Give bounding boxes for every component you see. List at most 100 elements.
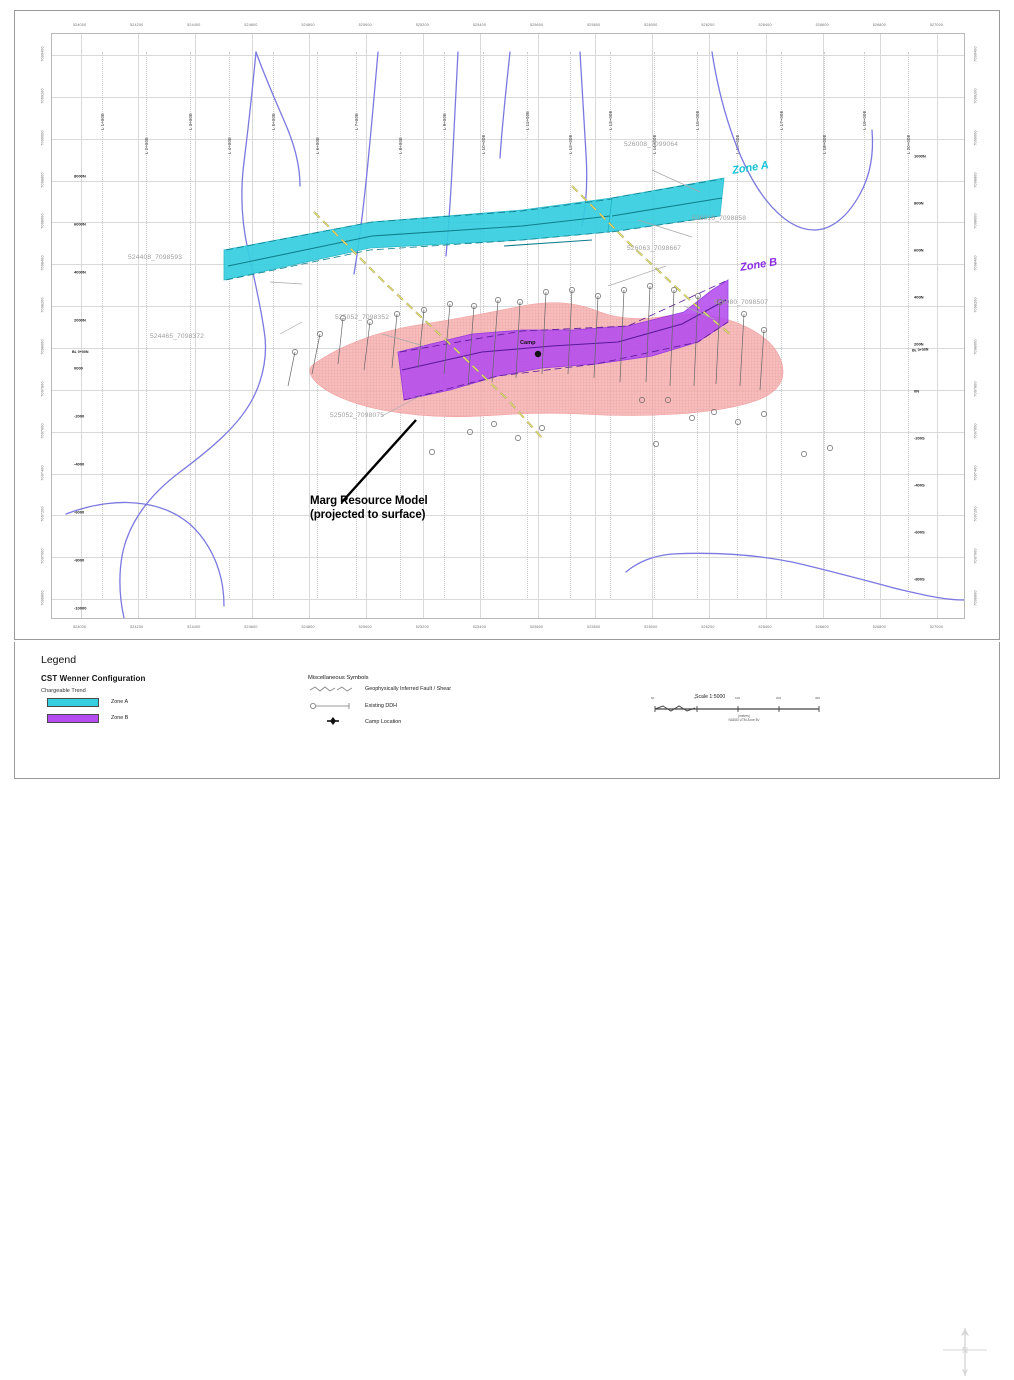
grid-line-easting (766, 34, 768, 618)
northing-tick-label: 7097400 (40, 464, 45, 481)
coord-callout-524408: 524408_7098593 (128, 254, 183, 261)
northing-tick-label: 7098600 (973, 213, 978, 230)
easting-tick-label: 524200 (130, 625, 144, 629)
legend-label-existing-ddh: Existing DDH (365, 703, 398, 709)
easting-tick-label: 524600 (244, 23, 258, 27)
grid-line-northing (52, 431, 964, 433)
legend-panel: Legend CST Wenner Configuration Chargeab… (14, 642, 1000, 1376)
survey-line (228, 52, 230, 598)
map-frame: 524000 524200 524400 524600 524800 525000 5252… (14, 10, 1000, 640)
grid-line-northing (52, 473, 964, 475)
grid-line-northing (52, 515, 964, 517)
local-north-label-left: -6000 (74, 509, 85, 515)
legend-right-heading: Miscellaneous Symbols (308, 675, 369, 681)
local-north-label-right: 800N (914, 200, 924, 206)
easting-tick-label: 524800 (301, 23, 315, 27)
northing-tick-label: 7097000 (973, 548, 978, 564)
easting-tick-label: 524400 (187, 625, 201, 629)
grid-line-easting (823, 34, 825, 618)
northing-tick-label: 7097000 (40, 548, 45, 564)
local-north-label-left: -4000 (74, 461, 85, 467)
easting-tick-label: 525400 (472, 23, 487, 27)
scale-footer-line1: (metres) (738, 714, 750, 718)
coord-callout-526010: 526010_7098858 (692, 215, 747, 222)
easting-tick-label: 524800 (301, 625, 315, 629)
grid-line-easting (880, 34, 882, 618)
scale-footer: (metres) NAD83 UTM Zone 8V (689, 714, 799, 722)
northing-tick-label: 7098000 (973, 339, 978, 355)
local-north-label-right: 400N (914, 294, 924, 300)
survey-line (102, 52, 103, 598)
survey-line (189, 52, 191, 598)
survey-line (863, 52, 865, 598)
easting-tick-label: 525800 (587, 625, 601, 629)
inferred-fault-shear-highlight (313, 185, 733, 439)
scale-tick-3: 200 (776, 696, 782, 700)
easting-tick-label: 525200 (415, 625, 429, 629)
survey-line (824, 52, 826, 598)
northing-tick-label: 7099000 (973, 129, 978, 146)
easting-tick-label: 526200 (701, 23, 715, 27)
local-north-label-right: 200N (914, 341, 924, 347)
marg-pointer (341, 419, 417, 503)
fault-shear-icon (309, 686, 353, 692)
local-north-label-left: 0000 (74, 365, 83, 371)
drillhole-icon (310, 703, 350, 709)
easting-tick-label: 526800 (872, 23, 886, 27)
easting-tick-label: 524000 (72, 23, 87, 27)
northing-tick-label: 7097800 (973, 381, 978, 397)
northing-tick-label: 7099000 (40, 129, 45, 146)
grid-line-northing (52, 264, 964, 266)
scale-tick-0: 50 (651, 696, 655, 700)
coord-callout-526008: 526008_7099064 (624, 141, 679, 148)
legend-label-fault-shear: Geophysically Inferred Fault / Shear (365, 686, 451, 692)
easting-tick-label: 525000 (358, 625, 372, 629)
easting-tick-label: 525200 (415, 23, 429, 27)
easting-tick-label: 525600 (529, 625, 544, 629)
grid-line-easting (937, 34, 939, 618)
easting-tick-label: 527000 (929, 625, 944, 629)
northing-tick-label: 7098400 (40, 255, 45, 271)
easting-tick-label: 526400 (758, 23, 772, 27)
grid-line-northing (52, 138, 964, 140)
northing-tick-label: 7098000 (40, 339, 45, 355)
legend-swatch-zone-a (47, 698, 99, 707)
local-north-label-right: -600S (914, 529, 925, 535)
scale-footer-line2: NAD83 UTM Zone 8V (728, 718, 760, 723)
northing-tick-label: 7097200 (973, 506, 978, 523)
northing-tick-label: 7099400 (40, 46, 45, 62)
northing-tick-label: 7096800 (973, 590, 978, 606)
grid-line-northing (52, 306, 964, 308)
grid-line-northing (52, 96, 964, 98)
local-north-label-left: 6000N (74, 221, 86, 227)
local-north-label-right: -400S (914, 482, 925, 488)
local-north-label-left: 2000N (74, 317, 86, 323)
marg-annotation-line1: Marg Resource Model (310, 495, 428, 507)
northing-tick-label: 7097800 (40, 381, 45, 397)
callout-leaders (269, 169, 715, 417)
grid-line-northing (52, 557, 964, 559)
local-north-label-right: -800S (914, 576, 925, 582)
local-north-label-right: 600N (914, 247, 924, 253)
easting-tick-label: 525000 (358, 23, 372, 27)
coord-callout-524465: 524465_7098372 (150, 333, 205, 340)
easting-tick-label: 526600 (815, 625, 829, 629)
baseline-label-left: BL 0+00N (72, 350, 89, 354)
map-vector-layer (65, 51, 964, 618)
local-north-label-left: -2000 (74, 413, 85, 419)
easting-tick-label: 526200 (701, 625, 715, 629)
local-north-label-left: 4000N (74, 269, 86, 275)
legend-left-subheading: Chargeable Trend (41, 688, 86, 694)
easting-tick-label: 524200 (130, 23, 144, 27)
camp-label: Camp (520, 340, 536, 346)
scale-tick-2: 100 (735, 696, 741, 700)
local-north-label-right: 1000N (914, 153, 926, 159)
legend-swatch-zone-b (47, 714, 99, 723)
northing-tick-label: 7099200 (973, 88, 978, 104)
map-page: 524000 524200 524400 524600 524800 525000 5252… (14, 10, 1000, 1376)
coord-callout-525052b: 525052_7098075 (330, 412, 385, 419)
survey-line (145, 52, 147, 598)
scale-bar-graphic (654, 705, 820, 712)
scale-title: Scale 1:5000 (695, 694, 726, 700)
